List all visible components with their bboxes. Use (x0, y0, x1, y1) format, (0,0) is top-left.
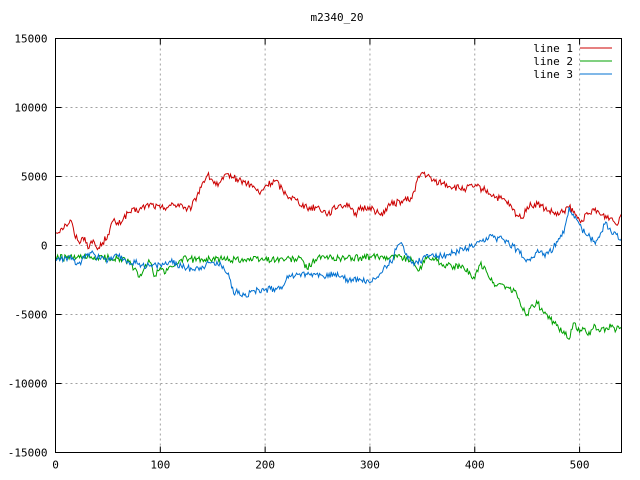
chart-title: m2340_20 (311, 11, 364, 24)
plot-frame (55, 38, 622, 453)
y-tick-label: -5000 (14, 309, 47, 322)
x-tick-label: 0 (52, 459, 59, 472)
legend-label: line 1 (533, 42, 573, 55)
x-tick-label: 300 (360, 459, 380, 472)
y-tick-label: 10000 (14, 102, 47, 115)
y-tick-label: -10000 (8, 378, 48, 391)
series-line-3 (55, 206, 622, 298)
legend-label: line 3 (533, 68, 573, 81)
y-tick-label: 15000 (14, 33, 47, 46)
x-tick-label: 500 (570, 459, 590, 472)
axis-ticks: 0 100 200 300 400 500 15000 10000 5000 0 -5000 -100… (8, 33, 622, 472)
y-tick-label: 5000 (21, 171, 48, 184)
y-tick-label: -15000 (8, 447, 48, 460)
series-lines (55, 171, 622, 341)
x-tick-label: 200 (255, 459, 275, 472)
grid-lines (55, 38, 622, 453)
x-tick-label: 400 (465, 459, 485, 472)
y-tick-label: 0 (41, 240, 48, 253)
series-line-2 (55, 252, 622, 341)
legend-label: line 2 (533, 55, 573, 68)
series-line-1 (55, 171, 622, 251)
x-tick-label: 100 (150, 459, 170, 472)
